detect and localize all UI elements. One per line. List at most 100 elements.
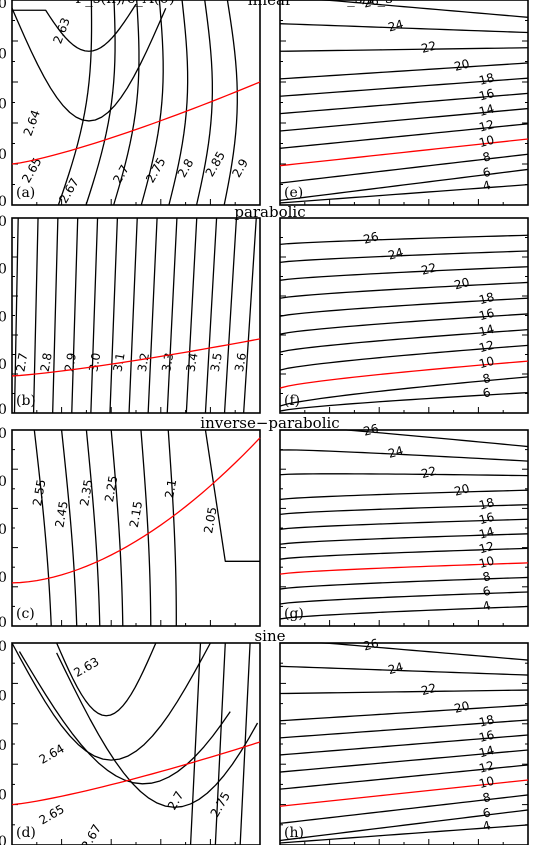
contour-label: 8 xyxy=(481,790,492,806)
contour-label: 3.3 xyxy=(159,352,176,373)
contour-line xyxy=(279,809,529,842)
contour-label: 4 xyxy=(481,178,492,194)
contour-line xyxy=(280,642,529,661)
panel-label: (b) xyxy=(16,393,36,409)
highlight-contour xyxy=(279,138,529,167)
y-tick-label: 0 xyxy=(0,97,7,113)
contour-label: 2.75 xyxy=(208,790,233,820)
contour-line xyxy=(279,344,529,371)
contour-line xyxy=(204,429,260,562)
contour-line xyxy=(113,0,140,206)
contour-label: 3.4 xyxy=(183,352,200,373)
contour-line xyxy=(128,217,138,414)
contour-label: 24 xyxy=(387,443,405,460)
contour-line xyxy=(239,642,251,845)
contour-label: 24 xyxy=(387,245,405,262)
contour-label: 26 xyxy=(362,421,380,438)
contour-line xyxy=(147,217,158,414)
contour-line xyxy=(279,266,529,281)
contour-label: 22 xyxy=(420,260,438,277)
contour-label: 24 xyxy=(387,17,405,34)
y-tick-label: 0 xyxy=(0,738,7,754)
panel-label: (e) xyxy=(284,185,303,201)
contour-label: 3.5 xyxy=(208,352,225,373)
contour-label: 2.75 xyxy=(143,155,168,185)
contour-line xyxy=(279,168,529,202)
contour-label: 18 xyxy=(477,70,495,87)
highlight-contour-label: 10 xyxy=(477,774,495,791)
contour-label: 2.35 xyxy=(77,478,95,507)
left-panel-frame xyxy=(11,0,261,206)
contour-label: 18 xyxy=(477,495,495,512)
contour-label: 2.8 xyxy=(175,156,197,180)
highlight-contour xyxy=(11,437,261,584)
contour-label: 18 xyxy=(477,290,495,307)
y-tick-label: 0 xyxy=(0,194,7,210)
contour-label: 6 xyxy=(481,584,492,600)
contour-line xyxy=(140,429,152,627)
contour-line xyxy=(279,123,529,149)
contour-line xyxy=(71,217,79,414)
contour-label: 2.45 xyxy=(52,500,70,529)
y-tick-label: 0 xyxy=(0,522,7,538)
panel-label: (d) xyxy=(16,825,36,841)
contour-label: 2.63 xyxy=(71,654,101,679)
contour-label: 26 xyxy=(362,0,380,11)
contour-label: 14 xyxy=(477,743,495,760)
contour-line xyxy=(279,391,529,412)
highlight-contour xyxy=(11,81,261,165)
panel-label: (c) xyxy=(16,606,35,622)
y-tick-label: 0 xyxy=(0,309,7,325)
contour-label: 8 xyxy=(481,371,492,387)
y-tick-label: 0 xyxy=(0,570,7,586)
contour-line xyxy=(56,642,157,717)
y-tick-label: 0 xyxy=(0,46,7,62)
contour-label: 2.8 xyxy=(38,352,55,373)
contour-label: 12 xyxy=(477,758,495,775)
contour-label: 6 xyxy=(481,165,492,181)
contour-line xyxy=(279,591,529,605)
contour-label: 3.2 xyxy=(135,352,152,373)
contour-line xyxy=(140,0,164,206)
contour-line xyxy=(279,704,529,722)
contour-line xyxy=(279,313,529,335)
contour-label: 2.15 xyxy=(127,500,145,529)
contour-label: 26 xyxy=(362,229,380,246)
contour-line xyxy=(279,92,529,115)
highlight-contour-label: 10 xyxy=(477,133,495,150)
contour-line xyxy=(11,642,211,761)
contour-label: 2.25 xyxy=(102,474,120,503)
contour-line xyxy=(279,489,529,501)
y-tick-label: 0 xyxy=(0,402,7,418)
highlight-contour-label: 10 xyxy=(477,554,495,571)
row-title: sine xyxy=(254,627,285,645)
contour-label: 2.64 xyxy=(21,108,43,138)
y-tick-label: 0 xyxy=(0,788,7,804)
contour-line xyxy=(279,824,529,844)
row-title: inverse−parabolic xyxy=(200,414,339,432)
contour-line xyxy=(279,250,529,263)
contour-line xyxy=(279,47,529,52)
contour-line xyxy=(279,794,529,825)
contour-label: 12 xyxy=(477,117,495,134)
row-title: parabolic xyxy=(234,203,305,221)
contour-label: 2.1 xyxy=(162,478,179,499)
contour-line xyxy=(109,217,119,414)
contour-label: 2.7 xyxy=(13,352,30,373)
contour-label: 16 xyxy=(477,510,495,527)
contour-line xyxy=(280,0,529,18)
y-tick-label: 0 xyxy=(0,147,7,163)
contour-line xyxy=(223,0,238,206)
contour-line xyxy=(60,429,78,627)
contour-label: 8 xyxy=(481,569,492,585)
contour-line xyxy=(57,0,93,206)
contour-line xyxy=(195,0,214,206)
y-tick-label: 0 xyxy=(0,0,7,12)
contour-label: 12 xyxy=(477,539,495,556)
contour-line xyxy=(11,7,167,122)
contour-line xyxy=(242,217,257,414)
y-tick-label: 0 xyxy=(0,639,7,655)
contour-line xyxy=(32,217,39,414)
contour-line xyxy=(280,429,529,448)
contour-line xyxy=(13,217,19,414)
